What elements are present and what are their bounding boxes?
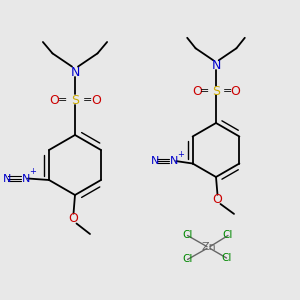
Text: N: N xyxy=(70,65,80,79)
Text: O: O xyxy=(192,85,202,98)
Text: =: = xyxy=(83,94,92,105)
Text: Cl: Cl xyxy=(221,253,232,263)
Text: S: S xyxy=(212,85,220,98)
Text: =: = xyxy=(58,94,67,105)
Text: N: N xyxy=(169,156,178,166)
Text: +: + xyxy=(177,150,184,159)
Text: O: O xyxy=(230,85,240,98)
Text: Zn: Zn xyxy=(201,242,216,253)
Text: N: N xyxy=(211,58,221,72)
Text: S: S xyxy=(71,94,79,107)
Text: +: + xyxy=(29,167,36,176)
Text: N: N xyxy=(22,173,30,184)
Text: Cl: Cl xyxy=(182,230,193,241)
Text: O: O xyxy=(49,94,59,107)
Text: =: = xyxy=(200,85,209,96)
Text: Cl: Cl xyxy=(182,254,193,265)
Text: O: O xyxy=(91,94,101,107)
Text: O: O xyxy=(213,193,222,206)
Text: N: N xyxy=(3,173,11,184)
Text: =: = xyxy=(223,85,232,96)
Text: Cl: Cl xyxy=(223,230,233,241)
Text: N: N xyxy=(151,156,159,166)
Text: O: O xyxy=(69,212,78,226)
